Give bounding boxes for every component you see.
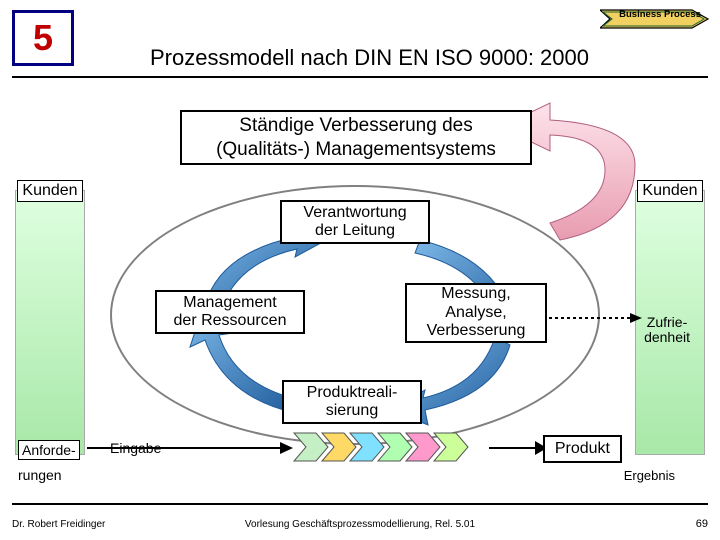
input-label: Eingabe [110,440,161,456]
footer-page: 69 [696,518,708,530]
footer-rule [12,503,708,505]
leadership-box: Verantwortung der Leitung [280,200,430,244]
output-arrow [487,436,549,460]
leadership-label: Verantwortung der Leitung [303,204,406,241]
measurement-box: Messung, Analyse, Verbesserung [405,283,547,343]
customer-left: Kunden [15,190,85,455]
customer-right-label: Kunden [637,180,703,202]
footer-title: Vorlesung Geschäftsprozessmodellierung, … [0,519,720,530]
result-label: Ergebnis [624,468,675,483]
improvement-line2: (Qualitäts-) Managementsystems [216,139,496,160]
satisfaction-l2: denheit [644,329,690,345]
badge-text: Business Process [619,9,701,20]
header-rule [12,76,708,78]
realization-label: Produktreali- sierung [307,384,398,421]
measurement-label: Messung, Analyse, Verbesserung [427,285,526,340]
diagram-area: Ständige Verbesserung des (Qualitäts-) M… [0,90,720,500]
improvement-line1: Ständige Verbesserung des [239,115,472,136]
page-title: Prozessmodell nach DIN EN ISO 9000: 2000 [150,45,589,71]
page-number: 5 [12,10,74,66]
customer-left-label: Kunden [17,180,83,202]
requirements-label-2: rungen [18,467,62,483]
satisfaction-l1: Zufrie- [647,314,687,330]
product-box: Produkt [543,435,622,463]
requirements-label-1: Anforde- [18,440,80,460]
satisfaction-label: Zufrie- denheit [644,315,690,346]
resources-box: Management der Ressourcen [155,290,305,334]
satisfaction-arrow [545,310,645,326]
realization-box: Produktreali- sierung [282,380,422,424]
improvement-box: Ständige Verbesserung des (Qualitäts-) M… [180,110,532,165]
resources-label: Management der Ressourcen [174,294,287,331]
